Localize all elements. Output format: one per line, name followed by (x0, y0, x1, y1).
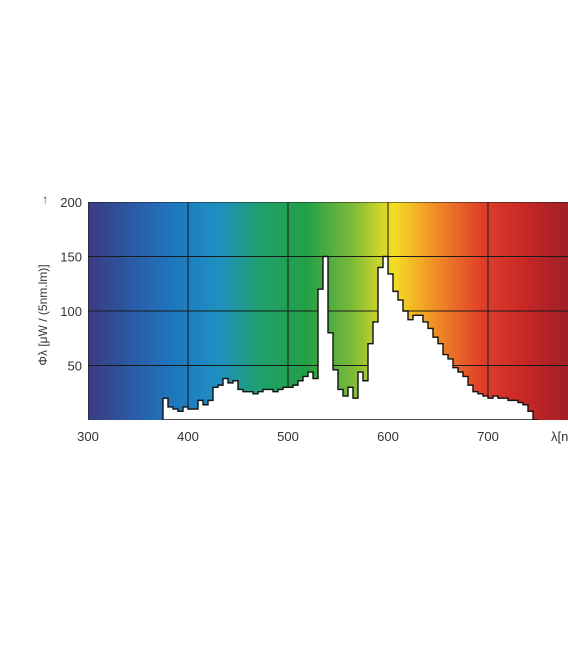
x-tick-label: 500 (277, 429, 299, 444)
y-tick-label: 150 (60, 250, 82, 265)
x-axis-ticks: 300 400 500 600 700 (77, 429, 499, 444)
y-tick-label: 50 (68, 359, 82, 374)
x-tick-label: 700 (477, 429, 499, 444)
y-axis-ticks: 50 100 150 200 (60, 195, 82, 374)
y-axis-arrow: → (36, 194, 50, 206)
x-axis-title: λ[nm] (551, 429, 568, 444)
spectral-distribution-area (162, 255, 538, 420)
y-axis-title: Φλ [μW / (5nm.lm)] (36, 264, 50, 365)
x-tick-label: 600 (377, 429, 399, 444)
y-tick-label: 100 (60, 304, 82, 319)
y-tick-label: 200 (60, 195, 82, 210)
x-tick-label: 400 (177, 429, 199, 444)
x-tick-label: 300 (77, 429, 99, 444)
